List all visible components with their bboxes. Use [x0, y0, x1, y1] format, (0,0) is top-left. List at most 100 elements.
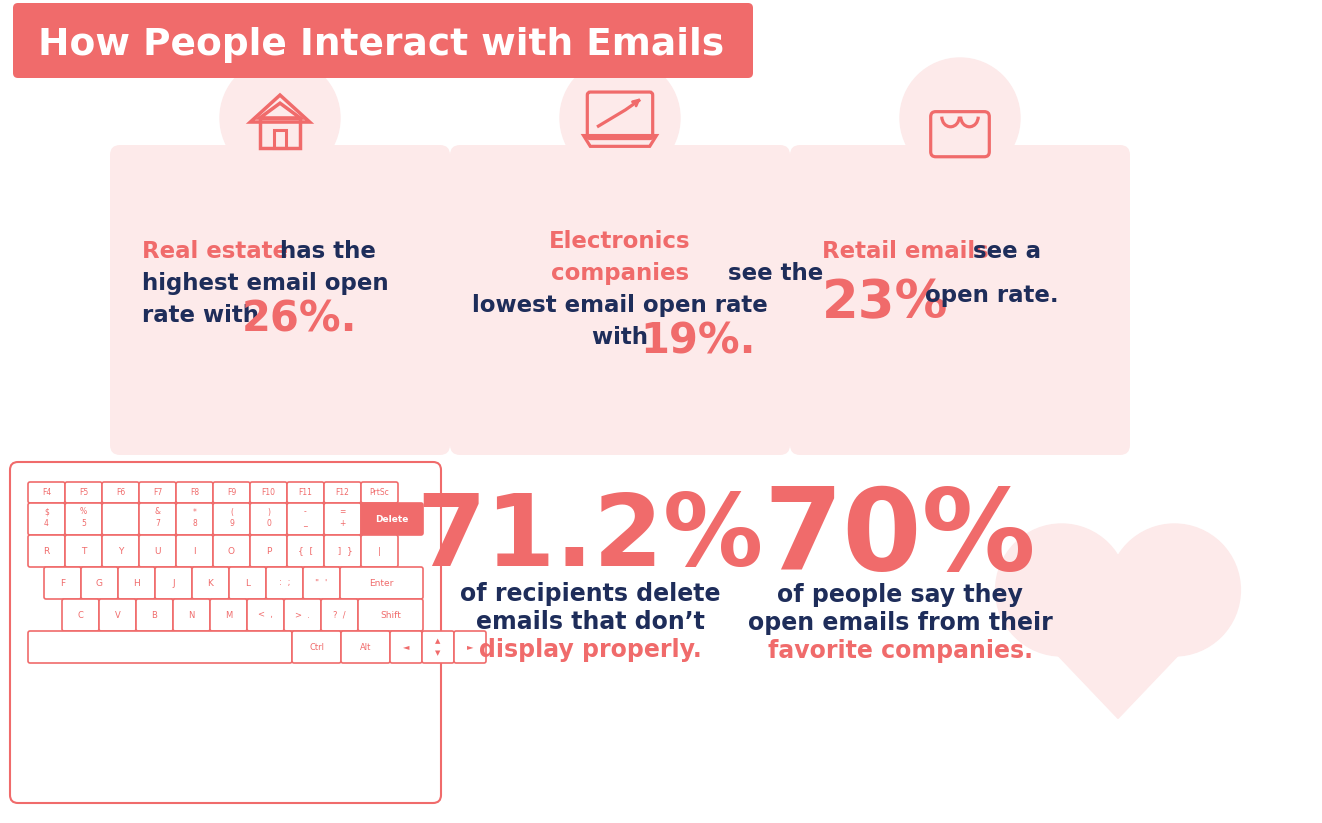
FancyBboxPatch shape — [250, 535, 287, 567]
FancyBboxPatch shape — [173, 599, 210, 631]
FancyBboxPatch shape — [65, 482, 102, 503]
FancyBboxPatch shape — [341, 631, 390, 663]
Text: of recipients delete: of recipients delete — [460, 582, 720, 606]
Text: I: I — [193, 546, 196, 556]
FancyBboxPatch shape — [99, 599, 136, 631]
FancyBboxPatch shape — [303, 567, 340, 599]
Text: F10: F10 — [262, 488, 275, 497]
FancyBboxPatch shape — [250, 503, 287, 535]
FancyBboxPatch shape — [340, 567, 423, 599]
FancyBboxPatch shape — [229, 567, 266, 599]
Circle shape — [900, 58, 1021, 178]
Text: C: C — [78, 611, 83, 620]
Text: "  ': " ' — [316, 579, 328, 588]
Text: G: G — [97, 579, 103, 588]
FancyBboxPatch shape — [361, 503, 423, 535]
Text: display properly.: display properly. — [479, 638, 702, 662]
FancyBboxPatch shape — [324, 482, 361, 503]
FancyBboxPatch shape — [28, 503, 65, 535]
FancyBboxPatch shape — [176, 482, 213, 503]
Text: :  ;: : ; — [279, 579, 291, 588]
FancyBboxPatch shape — [11, 462, 442, 803]
FancyBboxPatch shape — [139, 503, 176, 535]
Text: P: P — [266, 546, 271, 556]
Text: F4: F4 — [42, 488, 52, 497]
Text: open rate.: open rate. — [917, 284, 1059, 307]
FancyBboxPatch shape — [81, 567, 118, 599]
Text: Shift: Shift — [379, 611, 401, 620]
Text: Retail emails: Retail emails — [822, 240, 989, 263]
FancyBboxPatch shape — [390, 631, 422, 663]
FancyBboxPatch shape — [139, 535, 176, 567]
FancyBboxPatch shape — [176, 535, 213, 567]
Text: rate with: rate with — [141, 304, 259, 327]
FancyBboxPatch shape — [213, 535, 250, 567]
Text: favorite companies.: favorite companies. — [768, 639, 1032, 663]
Text: emails that don’t: emails that don’t — [476, 610, 705, 634]
Text: 71.2%: 71.2% — [416, 490, 764, 587]
Text: PrtSc: PrtSc — [370, 488, 390, 497]
Text: N: N — [188, 611, 194, 620]
Text: F9: F9 — [227, 488, 237, 497]
FancyBboxPatch shape — [176, 503, 213, 535]
FancyBboxPatch shape — [324, 535, 361, 567]
Text: Delete: Delete — [375, 514, 408, 523]
FancyBboxPatch shape — [110, 145, 449, 455]
Text: _: _ — [304, 518, 308, 528]
FancyBboxPatch shape — [324, 503, 361, 535]
Circle shape — [219, 58, 340, 178]
FancyBboxPatch shape — [361, 482, 398, 503]
Text: -: - — [304, 508, 307, 517]
Text: How People Interact with Emails: How People Interact with Emails — [38, 27, 724, 63]
Text: 9: 9 — [229, 518, 234, 528]
Text: H: H — [134, 579, 140, 588]
Text: of people say they: of people say they — [777, 583, 1023, 607]
FancyBboxPatch shape — [287, 503, 324, 535]
Text: =: = — [340, 508, 345, 517]
FancyBboxPatch shape — [292, 631, 341, 663]
FancyBboxPatch shape — [449, 145, 791, 455]
FancyBboxPatch shape — [102, 535, 139, 567]
Circle shape — [1108, 524, 1240, 656]
FancyBboxPatch shape — [210, 599, 247, 631]
Text: T: T — [81, 546, 86, 556]
Text: >  .: > . — [295, 611, 309, 620]
FancyBboxPatch shape — [192, 567, 229, 599]
Text: U: U — [155, 546, 161, 556]
Text: Enter: Enter — [369, 579, 394, 588]
Text: lowest email open rate: lowest email open rate — [472, 294, 768, 317]
Text: F7: F7 — [153, 488, 163, 497]
Text: F6: F6 — [116, 488, 126, 497]
Text: (: ( — [230, 508, 233, 517]
Text: ): ) — [267, 508, 270, 517]
Text: 8: 8 — [192, 518, 197, 528]
FancyBboxPatch shape — [118, 567, 155, 599]
FancyBboxPatch shape — [250, 482, 287, 503]
Text: with: with — [592, 326, 656, 349]
Text: ▼: ▼ — [435, 650, 440, 656]
Text: Electronics: Electronics — [549, 230, 691, 253]
Text: 4: 4 — [44, 518, 49, 528]
Text: *: * — [193, 508, 197, 517]
Text: 19%.: 19%. — [640, 320, 755, 362]
Text: ?  /: ? / — [333, 611, 346, 620]
FancyBboxPatch shape — [266, 567, 303, 599]
FancyBboxPatch shape — [247, 599, 284, 631]
Text: has the: has the — [272, 240, 375, 263]
FancyBboxPatch shape — [136, 599, 173, 631]
FancyBboxPatch shape — [213, 503, 250, 535]
FancyBboxPatch shape — [453, 631, 486, 663]
Text: L: L — [245, 579, 250, 588]
FancyBboxPatch shape — [791, 145, 1130, 455]
FancyBboxPatch shape — [62, 599, 99, 631]
Polygon shape — [995, 590, 1240, 718]
Text: 70%: 70% — [764, 483, 1036, 594]
Text: |: | — [378, 546, 381, 556]
FancyBboxPatch shape — [102, 482, 139, 503]
Text: ]  }: ] } — [332, 546, 353, 556]
Text: O: O — [227, 546, 235, 556]
Text: F: F — [59, 579, 65, 588]
FancyBboxPatch shape — [155, 567, 192, 599]
FancyBboxPatch shape — [28, 482, 65, 503]
Text: +: + — [340, 518, 345, 528]
